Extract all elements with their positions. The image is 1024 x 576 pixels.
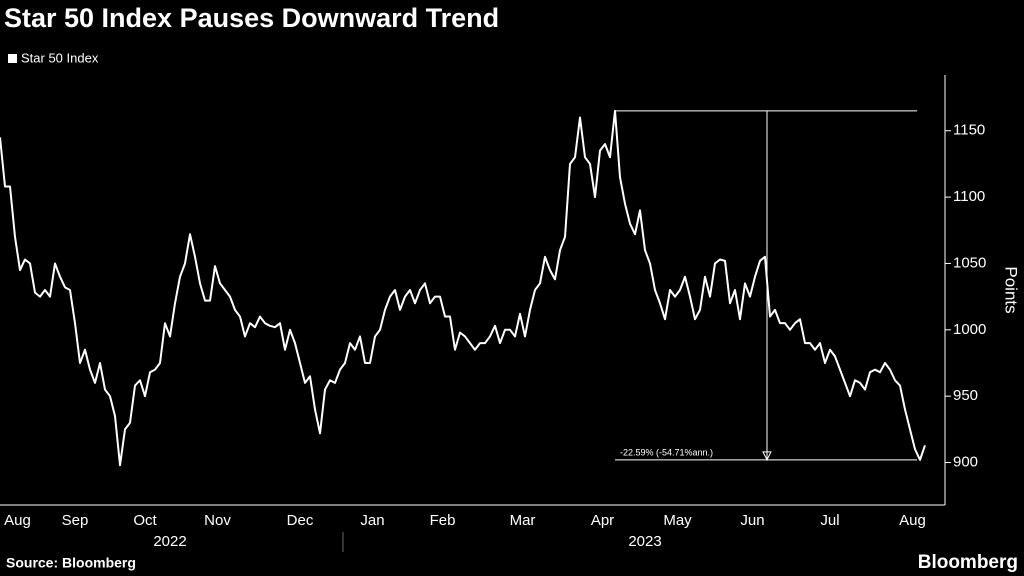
x-tick-label: Feb: [430, 512, 456, 529]
legend-label: Star 50 Index: [21, 50, 99, 65]
x-tick-label: Sep: [62, 512, 89, 529]
y-tick-label: 950: [953, 387, 978, 404]
chart-title: Star 50 Index Pauses Downward Trend: [4, 3, 499, 33]
x-tick-label: Dec: [287, 512, 314, 529]
x-tick-label: Mar: [510, 512, 536, 529]
y-axis-label: Points: [1002, 266, 1021, 313]
y-tick-label: 1050: [953, 254, 986, 271]
y-tick-label: 1100: [953, 188, 985, 205]
series-line: [0, 109, 926, 467]
x-tick-label: Aug: [4, 512, 31, 529]
year-label: 2023: [628, 533, 661, 550]
x-tick-label: Jul: [820, 512, 839, 529]
source: Source: Bloomberg: [6, 555, 136, 571]
y-tick-label: 1000: [953, 321, 986, 338]
x-tick-label: Apr: [591, 512, 614, 529]
arrow-head: [762, 451, 772, 461]
legend-swatch: [8, 54, 17, 63]
x-tick-label: May: [663, 512, 692, 529]
x-tick-label: Oct: [133, 512, 157, 529]
annotation-label: -22.59% (-54.71%ann.): [620, 447, 713, 457]
year-label: 2022: [153, 533, 186, 550]
x-tick-label: Jun: [740, 512, 764, 529]
y-tick-label: 900: [953, 453, 978, 470]
x-tick-label: Jan: [360, 512, 384, 529]
x-tick-label: Nov: [204, 512, 231, 529]
x-tick-label: Aug: [899, 512, 926, 529]
brand: Bloomberg: [918, 552, 1018, 573]
y-tick-label: 1150: [953, 122, 985, 139]
